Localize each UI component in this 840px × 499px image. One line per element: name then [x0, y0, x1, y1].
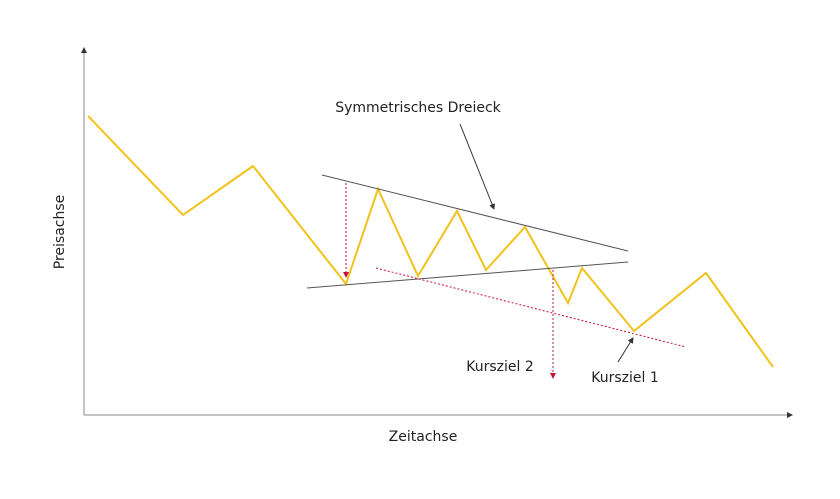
- target-1-pointer: [617, 337, 634, 363]
- pattern-pointer: [459, 123, 495, 210]
- y-axis-label: Preisachse: [52, 195, 68, 270]
- x-axis-label: Zeitachse: [389, 429, 458, 445]
- upper-trendline: [321, 174, 629, 252]
- lower-trendline: [306, 261, 629, 289]
- price-line: [87, 115, 774, 368]
- target-line: [375, 267, 687, 348]
- target-1-label: Kursziel 1: [591, 370, 659, 386]
- target-2-label: Kursziel 2: [466, 359, 534, 375]
- axes: [81, 47, 793, 418]
- pattern-label: Symmetrisches Dreieck: [335, 100, 501, 116]
